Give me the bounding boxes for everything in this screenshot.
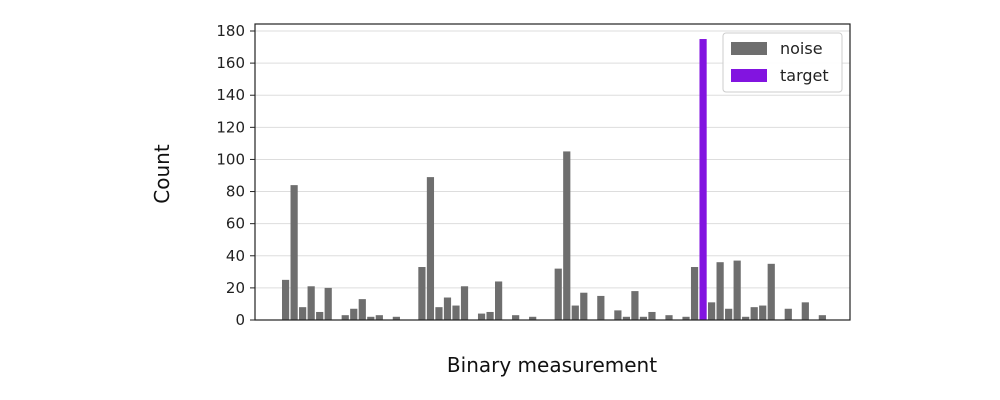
bar-noise: [495, 281, 503, 320]
bar-noise: [418, 267, 426, 320]
bar-noise: [563, 151, 571, 320]
y-tick-label: 160: [216, 54, 245, 72]
bar-noise: [307, 286, 315, 320]
bar-noise: [801, 302, 809, 320]
bar-noise: [358, 299, 366, 320]
bar-noise: [750, 307, 758, 320]
bar-noise: [299, 307, 307, 320]
bar-noise: [648, 311, 656, 320]
bar-noise: [324, 287, 332, 320]
bar-noise: [350, 308, 358, 320]
bar-noise: [614, 310, 622, 320]
legend-label-noise: noise: [780, 39, 823, 58]
bar-noise: [282, 279, 290, 320]
bar-noise: [290, 185, 298, 320]
bar-noise: [733, 260, 741, 320]
bar-noise: [512, 315, 520, 320]
y-tick-label: 0: [235, 311, 245, 329]
legend-swatch-target: [731, 69, 767, 82]
y-axis-ticks: 0 20 40 60 80 100 120 140 160 180: [216, 22, 255, 329]
bar-noise: [742, 316, 750, 320]
y-tick-label: 120: [216, 118, 245, 136]
y-tick-label: 60: [226, 215, 245, 233]
y-tick-label: 20: [226, 279, 245, 297]
bar-noise: [597, 295, 605, 320]
bar-noise: [725, 308, 733, 320]
bar-noise: [639, 316, 648, 320]
bar-noise: [341, 315, 349, 320]
bar-noise: [452, 305, 460, 320]
bar-noise: [818, 315, 826, 320]
y-axis-title: Count: [150, 144, 174, 204]
legend: noise target: [722, 32, 843, 93]
x-axis-title: Binary measurement: [447, 353, 657, 377]
bar-noise: [622, 316, 630, 320]
bar-noise: [708, 302, 716, 320]
bar-noise: [690, 267, 699, 320]
bar-noise: [435, 307, 443, 320]
bar-noise: [571, 305, 579, 320]
bar-noise: [392, 316, 400, 320]
gridlines: [255, 30, 850, 289]
legend-swatch-noise: [731, 42, 767, 55]
bars: [282, 39, 826, 320]
bar-noise: [367, 316, 375, 320]
bar-noise: [682, 316, 690, 320]
bar-noise: [665, 315, 673, 320]
y-tick-label: 40: [226, 247, 245, 265]
bar-noise: [426, 177, 435, 320]
bar-noise: [316, 311, 324, 320]
bar-noise: [767, 263, 775, 320]
y-tick-label: 80: [226, 183, 245, 201]
plot-frame: [254, 23, 851, 321]
bar-noise: [529, 316, 537, 320]
y-tick-label: 180: [216, 22, 245, 40]
bar-noise: [443, 297, 452, 320]
y-tick-label: 140: [216, 86, 245, 104]
y-tick-label: 100: [216, 150, 245, 168]
legend-label-target: target: [780, 66, 829, 85]
bar-target: [699, 39, 707, 320]
bar-noise: [460, 286, 469, 320]
bar-noise: [716, 262, 724, 320]
bar-noise: [477, 313, 486, 320]
bar-noise: [375, 315, 383, 320]
bar-noise: [631, 291, 639, 320]
bar-noise: [486, 311, 494, 320]
bar-noise: [784, 308, 792, 320]
bar-noise: [580, 292, 588, 320]
bar-noise: [759, 305, 767, 320]
bar-noise: [554, 268, 562, 320]
